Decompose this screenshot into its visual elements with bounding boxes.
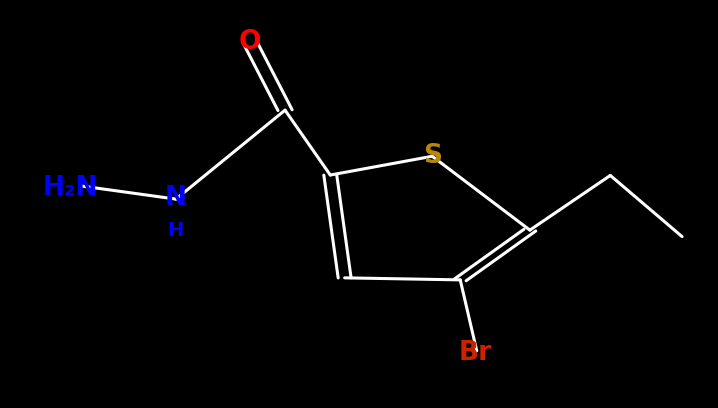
Text: N: N	[164, 185, 186, 211]
Text: Br: Br	[459, 340, 492, 366]
Text: H₂N: H₂N	[42, 175, 98, 201]
Text: O: O	[238, 29, 261, 55]
Text: S: S	[423, 143, 442, 169]
Text: H: H	[167, 221, 183, 240]
